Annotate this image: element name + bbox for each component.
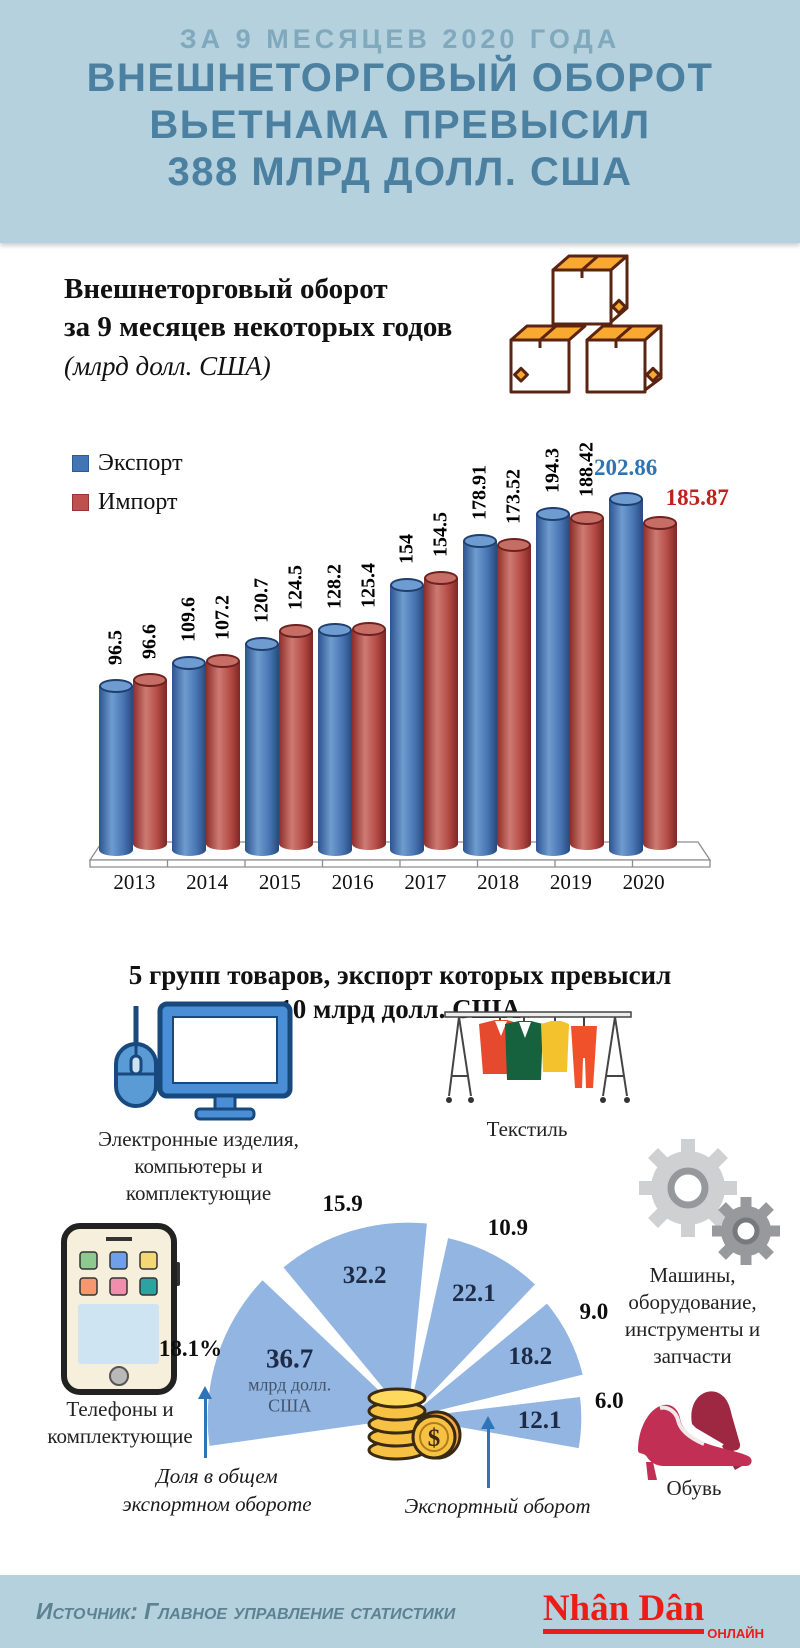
- import-value-label: 154.5: [429, 512, 452, 558]
- export-bar: 194.3: [535, 448, 570, 856]
- year-label: 2015: [258, 870, 301, 894]
- turnover-arrow: [481, 1416, 495, 1488]
- nhandan-logo-text: Nhân Dân: [542, 1589, 705, 1634]
- year-label: 2016: [331, 870, 374, 894]
- gears-icon: [639, 1139, 780, 1265]
- export-value-label: 178.91: [468, 465, 491, 521]
- year-label: 2014: [186, 870, 229, 894]
- trade-chart-title: Внешнеторговый оборот за 9 месяцев некот…: [64, 270, 452, 386]
- trade-title-line2: за 9 месяцев некоторых годов: [64, 311, 453, 343]
- export-bar: 109.6: [172, 597, 207, 856]
- bar-group-2016: 125.4 128.2: [316, 400, 389, 856]
- import-bar: 124.5: [278, 565, 313, 850]
- clothes-rack-icon: [444, 1011, 632, 1103]
- trade-title-line1: Внешнеторговый оборот: [64, 273, 388, 305]
- label-electronics: Электронные изделия, компьютеры и компле…: [98, 1127, 299, 1205]
- label-phones: Телефоны и комплектующие: [47, 1397, 193, 1448]
- chart-legend: Экспорт Импорт: [72, 450, 183, 528]
- export-bar: 96.5: [99, 630, 134, 856]
- export-value-label: 194.3: [541, 448, 564, 494]
- import-value-label: 107.2: [211, 595, 234, 641]
- export-bar: 120.7: [244, 578, 279, 856]
- cargo-boxes-icon: [509, 254, 663, 394]
- import-value-label: 96.6: [138, 623, 161, 659]
- nhandan-logo: Nhân Dân ОНЛАЙН: [542, 1589, 764, 1641]
- header-band: ЗА 9 МЕСЯЦЕВ 2020 ГОДА ВНЕШНЕТОРГОВЫЙ ОБ…: [0, 0, 800, 243]
- fan-wedge: [408, 1303, 583, 1418]
- computer-mouse-icon: [114, 1001, 293, 1121]
- export-bar: 202.86: [594, 455, 657, 856]
- annotation-turnover: Экспортный оборот: [404, 1494, 591, 1518]
- header-title-line3: 388 МЛРД ДОЛЛ. США: [167, 150, 633, 194]
- source-text: Источник: Главное управление статистики: [36, 1598, 456, 1624]
- import-bar: 107.2: [206, 595, 241, 850]
- bar-group-2014: 107.2 109.6: [171, 400, 244, 856]
- year-label: 2019: [549, 870, 592, 894]
- label-footwear: Обувь: [666, 1476, 722, 1500]
- trade-title-subtitle: (млрд долл. США): [64, 351, 271, 381]
- export-value-label: 154: [395, 533, 418, 564]
- bar-group-2019: 188.42 194.3: [535, 400, 608, 856]
- fan-wedge: [408, 1238, 535, 1418]
- legend-import-label: Импорт: [98, 489, 178, 515]
- smartphone-icon: [61, 1223, 180, 1395]
- fan-wedge: [283, 1222, 427, 1418]
- import-swatch: [72, 494, 89, 511]
- bar-chart-plot: 96.6 96.5 107.2 109.6 124.5 120.7 125.4 128.2 15…: [98, 400, 729, 856]
- export-value-label: 96.5: [104, 630, 127, 666]
- legend-import-row: Импорт: [72, 489, 183, 516]
- bar-group-2013: 96.6 96.5: [98, 400, 171, 856]
- export-bar: 128.2: [317, 564, 352, 856]
- export-bar: 154: [390, 534, 425, 856]
- export-value-label: 202.86: [594, 454, 658, 480]
- bar-chart-year-axis: 2013 2014 2015 2016 2017 2018 2019 2020: [98, 870, 680, 895]
- label-textile: Текстиль: [486, 1117, 568, 1141]
- bar-group-2017: 154.5 154: [389, 400, 462, 856]
- export-swatch: [72, 455, 89, 472]
- import-bar: 125.4: [351, 563, 386, 850]
- nhandan-logo-suffix: ОНЛАЙН: [707, 1625, 764, 1641]
- products-title: 5 групп товаров, экспорт которых превыси…: [0, 958, 800, 1026]
- share-arrow: [198, 1386, 212, 1458]
- footer-band: Источник: Главное управление статистики …: [0, 1575, 800, 1648]
- products-title-line2: 10 млрд долл. США: [279, 994, 521, 1024]
- fan-wedge: [207, 1280, 408, 1446]
- year-label: 2020: [622, 870, 665, 894]
- bar-group-2020: 185.87 202.86: [594, 400, 729, 856]
- header-kicker: ЗА 9 МЕСЯЦЕВ 2020 ГОДА: [179, 24, 621, 54]
- high-heels-icon: [638, 1391, 752, 1480]
- export-value-label: 109.6: [177, 597, 200, 643]
- export-value-label: 128.2: [323, 564, 346, 610]
- label-machines: Машины, оборудование, инструменты и запч…: [624, 1263, 761, 1368]
- import-value-label: 125.4: [357, 563, 380, 609]
- export-value-label: 120.7: [250, 577, 273, 623]
- import-bar: 188.42: [569, 442, 604, 850]
- header-title-line2: ВЬЕТНАМА ПРЕВЫСИЛ: [149, 103, 651, 147]
- legend-export-label: Экспорт: [98, 450, 183, 476]
- import-value-label: 173.52: [502, 468, 525, 524]
- annotation-share: Доля в общем экспортном обороте: [122, 1464, 312, 1516]
- header-title-line1: ВНЕШНЕТОРГОВЫЙ ОБОРОТ: [86, 56, 714, 100]
- products-title-line1: 5 групп товаров, экспорт которых превыси…: [128, 960, 672, 990]
- bar-group-2015: 124.5 120.7: [244, 400, 317, 856]
- legend-export-row: Экспорт: [72, 450, 183, 477]
- import-bar: 96.6: [133, 624, 168, 850]
- dollar-symbol: $: [428, 1425, 441, 1452]
- year-label: 2013: [113, 870, 156, 894]
- import-bar: 154.5: [424, 512, 459, 850]
- year-label: 2018: [477, 870, 520, 894]
- import-bar: 185.87: [642, 485, 729, 850]
- year-label: 2017: [404, 870, 447, 894]
- bar-group-2018: 173.52 178.91: [462, 400, 535, 856]
- dollar-coins-icon: $: [367, 1387, 462, 1461]
- import-value-label: 124.5: [284, 564, 307, 610]
- export-bar: 178.91: [463, 465, 498, 856]
- import-bar: 173.52: [497, 469, 532, 850]
- import-value-label: 185.87: [665, 484, 729, 510]
